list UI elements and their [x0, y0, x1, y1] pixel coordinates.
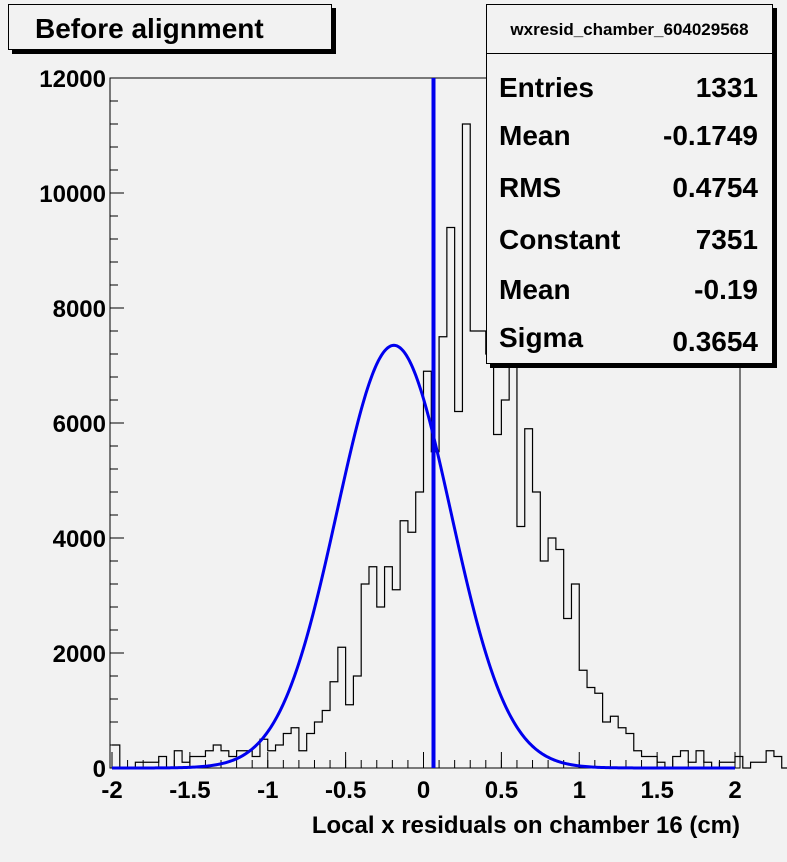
stats-value: -0.19 [694, 274, 758, 305]
stats-value: 7351 [695, 224, 758, 255]
stats-value: 1331 [695, 72, 758, 103]
x-tick-label: -1 [257, 777, 278, 804]
stats-label: Mean [499, 274, 571, 305]
x-axis-label: Local x residuals on chamber 16 (cm) [312, 812, 740, 839]
stats-row-fit-mean: Mean -0.19 [499, 270, 758, 310]
chart-title: Before alignment [35, 13, 264, 44]
stats-row-mean: Mean -0.1749 [499, 116, 758, 156]
axis-tick-labels: 0 2000 4000 6000 8000 10000 12000 -2 -1.5 -1 -0.5 0… [39, 66, 741, 804]
x-tick-label: 1 [573, 777, 586, 804]
stats-label: RMS [499, 172, 562, 203]
stats-row-rms: RMS 0.4754 [499, 168, 758, 208]
y-tick-label: 4000 [53, 526, 106, 553]
histogram-steps [112, 123, 787, 769]
gaussian-fit-curve [112, 343, 735, 770]
stats-row-constant: Constant 7351 [499, 220, 758, 260]
x-tick-label: -2 [101, 777, 122, 804]
stats-label: Sigma [499, 322, 584, 353]
x-tick-label: 0 [417, 777, 430, 804]
stats-label: Entries [499, 72, 594, 103]
y-tick-label: 6000 [53, 411, 106, 438]
stats-row-entries: Entries 1331 [499, 68, 758, 108]
x-tick-label: -0.5 [325, 777, 366, 804]
stats-value: -0.1749 [663, 120, 758, 151]
stats-label: Constant [499, 224, 621, 255]
x-tick-label: -1.5 [169, 777, 210, 804]
stats-box: wxresid_chamber_604029568 Entries 1331 M… [486, 4, 773, 364]
y-tick-label: 0 [93, 756, 106, 783]
title-box: Before alignment [8, 4, 332, 50]
x-tick-label: 0.5 [485, 777, 518, 804]
x-tick-label: 1.5 [640, 777, 673, 804]
stats-row-sigma: Sigma 0.3654 [499, 318, 758, 358]
stats-histogram-name: wxresid_chamber_604029568 [487, 5, 772, 54]
stats-label: Mean [499, 120, 571, 151]
x-tick-label: 2 [728, 777, 741, 804]
stats-value: 0.4754 [672, 172, 758, 203]
stats-value: 0.3654 [672, 326, 758, 357]
y-tick-label: 8000 [53, 296, 106, 323]
y-tick-label: 12000 [39, 66, 106, 93]
y-tick-label: 10000 [39, 181, 106, 208]
y-tick-label: 2000 [53, 641, 106, 668]
